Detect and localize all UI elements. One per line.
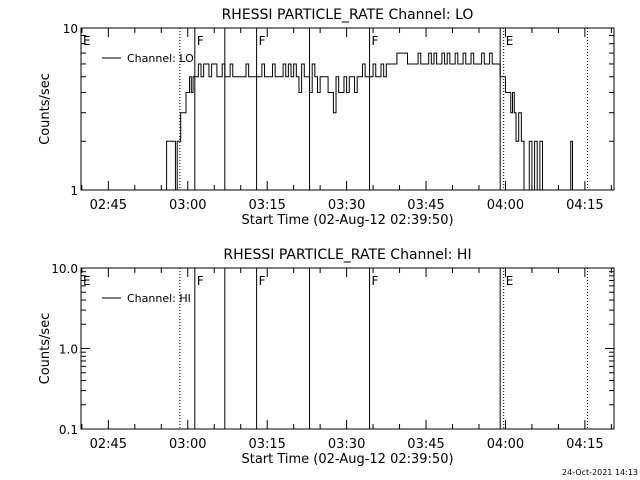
chart-panel-2: RHESSI PARTICLE_RATE Channel: HI 02:45 03:… [38, 247, 615, 467]
x-tick-label: 02:45 [90, 437, 127, 452]
plot-frame [80, 27, 615, 191]
legend-label: Channel: HI [127, 292, 191, 305]
x-tick-label: 03:45 [407, 437, 444, 452]
x-axis-label: Start Time (02-Aug-12 02:39:50) [241, 213, 453, 228]
marker-annotation: E [83, 274, 91, 288]
chart-panel-1: RHESSI PARTICLE_RATE Channel: LO 02:45 03:… [38, 7, 615, 228]
x-tick-label: 03:30 [328, 437, 365, 452]
marker-annotation: F [259, 274, 266, 288]
y-tick-label: 0.1 [59, 423, 78, 437]
x-tick-label: 03:15 [248, 198, 285, 213]
marker-annotation: F [372, 34, 379, 48]
marker-annotation: F [197, 34, 204, 48]
x-tick-label: 03:15 [248, 437, 285, 452]
y-tick-label: 1.0 [59, 343, 78, 357]
marker-annotation: E [506, 34, 514, 48]
y-tick-label: 10 [63, 22, 78, 36]
x-tick-label: 04:00 [487, 437, 524, 452]
x-axis-label: Start Time (02-Aug-12 02:39:50) [241, 452, 453, 467]
marker-annotation: F [372, 274, 379, 288]
series-line [163, 52, 574, 191]
y-tick-label: 10.0 [51, 262, 78, 276]
x-tick-label: 03:00 [169, 437, 206, 452]
marker-annotation: F [259, 34, 266, 48]
legend-label: Channel: LO [127, 52, 194, 65]
marker-annotation: E [506, 274, 514, 288]
x-tick-label: 03:45 [407, 198, 444, 213]
marker-annotation: E [83, 34, 91, 48]
chart-title: RHESSI PARTICLE_RATE Channel: HI [223, 247, 471, 263]
y-tick-label: 1 [70, 184, 78, 198]
x-tick-label: 04:15 [566, 198, 603, 213]
y-axis-label: Counts/sec [38, 313, 53, 385]
y-axis-label: Counts/sec [38, 73, 53, 145]
x-tick-label: 03:30 [328, 198, 365, 213]
x-tick-label: 02:45 [90, 198, 127, 213]
marker-annotation: F [197, 274, 204, 288]
x-tick-label: 03:00 [169, 198, 206, 213]
x-tick-label: 04:00 [487, 198, 524, 213]
chart-title: RHESSI PARTICLE_RATE Channel: LO [222, 7, 474, 23]
x-tick-label: 04:15 [566, 437, 603, 452]
footer-date: 24-Oct-2021 14:13 [562, 468, 638, 477]
